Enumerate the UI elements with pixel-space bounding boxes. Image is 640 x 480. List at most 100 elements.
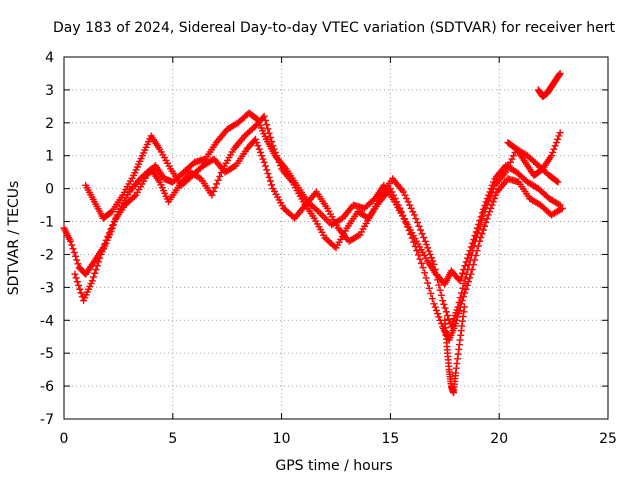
data-point — [437, 291, 445, 299]
data-point — [256, 148, 264, 156]
data-point — [106, 231, 114, 239]
y-tick-label: -1 — [40, 215, 54, 231]
x-tick-label: 10 — [273, 431, 291, 447]
data-point — [402, 219, 410, 227]
data-point — [72, 252, 80, 260]
data-point — [92, 265, 100, 273]
data-point — [480, 208, 488, 216]
data-point — [91, 269, 99, 277]
data-point — [74, 260, 82, 268]
data-point — [421, 269, 429, 277]
data-point — [407, 204, 415, 212]
data-point — [479, 212, 487, 220]
data-point — [276, 162, 284, 170]
data-point — [390, 191, 398, 199]
data-point — [471, 237, 479, 245]
y-tick-label: -7 — [40, 412, 54, 428]
data-point — [502, 168, 510, 176]
data-point — [482, 204, 490, 212]
data-point — [330, 242, 338, 250]
data-point — [435, 313, 443, 321]
data-point — [210, 187, 218, 195]
data-point — [556, 129, 564, 137]
data-point — [435, 281, 443, 289]
x-tick-label: 5 — [168, 431, 177, 447]
data-point — [422, 241, 430, 249]
data-point — [465, 261, 473, 269]
data-point — [556, 69, 564, 77]
data-point — [69, 245, 77, 253]
data-point — [483, 200, 491, 208]
data-point — [90, 273, 98, 281]
data-point — [255, 145, 263, 153]
y-tick-label: 3 — [45, 83, 54, 99]
data-point — [67, 237, 75, 245]
x-tick-label: 15 — [381, 431, 399, 447]
data-point — [258, 152, 266, 160]
data-point — [468, 251, 476, 259]
data-point — [442, 308, 450, 316]
data-point — [547, 152, 555, 160]
data-point — [461, 262, 469, 270]
y-tick-label: 2 — [45, 116, 54, 132]
data-point — [424, 279, 432, 287]
data-point — [209, 156, 217, 164]
y-tick-label: -5 — [40, 346, 54, 362]
data-point — [73, 256, 81, 264]
data-point — [439, 297, 447, 305]
data-point — [88, 277, 96, 285]
data-point — [253, 139, 261, 147]
data-point — [479, 226, 487, 234]
data-point — [264, 170, 272, 178]
y-tick-label: 4 — [45, 50, 54, 66]
data-point — [261, 162, 269, 170]
y-tick-label: -2 — [40, 247, 54, 263]
data-point — [431, 265, 439, 273]
y-tick-label: 1 — [45, 149, 54, 165]
data-point — [254, 142, 262, 150]
data-point — [73, 278, 81, 286]
data-point — [95, 258, 103, 266]
data-point — [251, 135, 259, 143]
data-point — [399, 211, 407, 219]
data-point — [426, 250, 434, 258]
data-point — [425, 247, 433, 255]
data-point — [428, 295, 436, 303]
data-point — [469, 247, 477, 255]
data-point — [411, 242, 419, 250]
data-point — [478, 230, 486, 238]
data-point — [413, 218, 421, 226]
data-point — [394, 201, 402, 209]
data-point — [403, 195, 411, 203]
data-point — [408, 234, 416, 242]
data-point — [399, 188, 407, 196]
chart-title: Day 183 of 2024, Sidereal Day-to-day VTE… — [53, 20, 615, 36]
data-point — [230, 163, 238, 171]
data-point — [481, 222, 489, 230]
data-point — [491, 195, 499, 203]
data-point — [483, 215, 491, 223]
data-point — [424, 244, 432, 252]
data-point — [488, 201, 496, 209]
data-point — [444, 312, 452, 320]
data-point — [420, 234, 428, 242]
data-point — [419, 264, 427, 272]
data-point — [459, 293, 467, 301]
data-point — [196, 174, 204, 182]
data-point — [265, 129, 273, 137]
data-point — [214, 176, 222, 184]
data-point — [401, 191, 409, 199]
data-point — [417, 259, 425, 267]
data-point — [409, 208, 417, 216]
data-point — [260, 158, 268, 166]
data-point — [459, 269, 467, 277]
data-point — [553, 177, 561, 185]
axis-ticks: 0 5 10 15 20 25 -7 -6 -5 -4 -3 -2 -1 0 1 2 3 4 — [40, 50, 617, 447]
data-point — [403, 223, 411, 231]
data-point — [417, 226, 425, 234]
data-point — [558, 204, 566, 212]
data-point — [266, 177, 274, 185]
data-point — [427, 289, 435, 297]
data-point — [264, 125, 272, 133]
